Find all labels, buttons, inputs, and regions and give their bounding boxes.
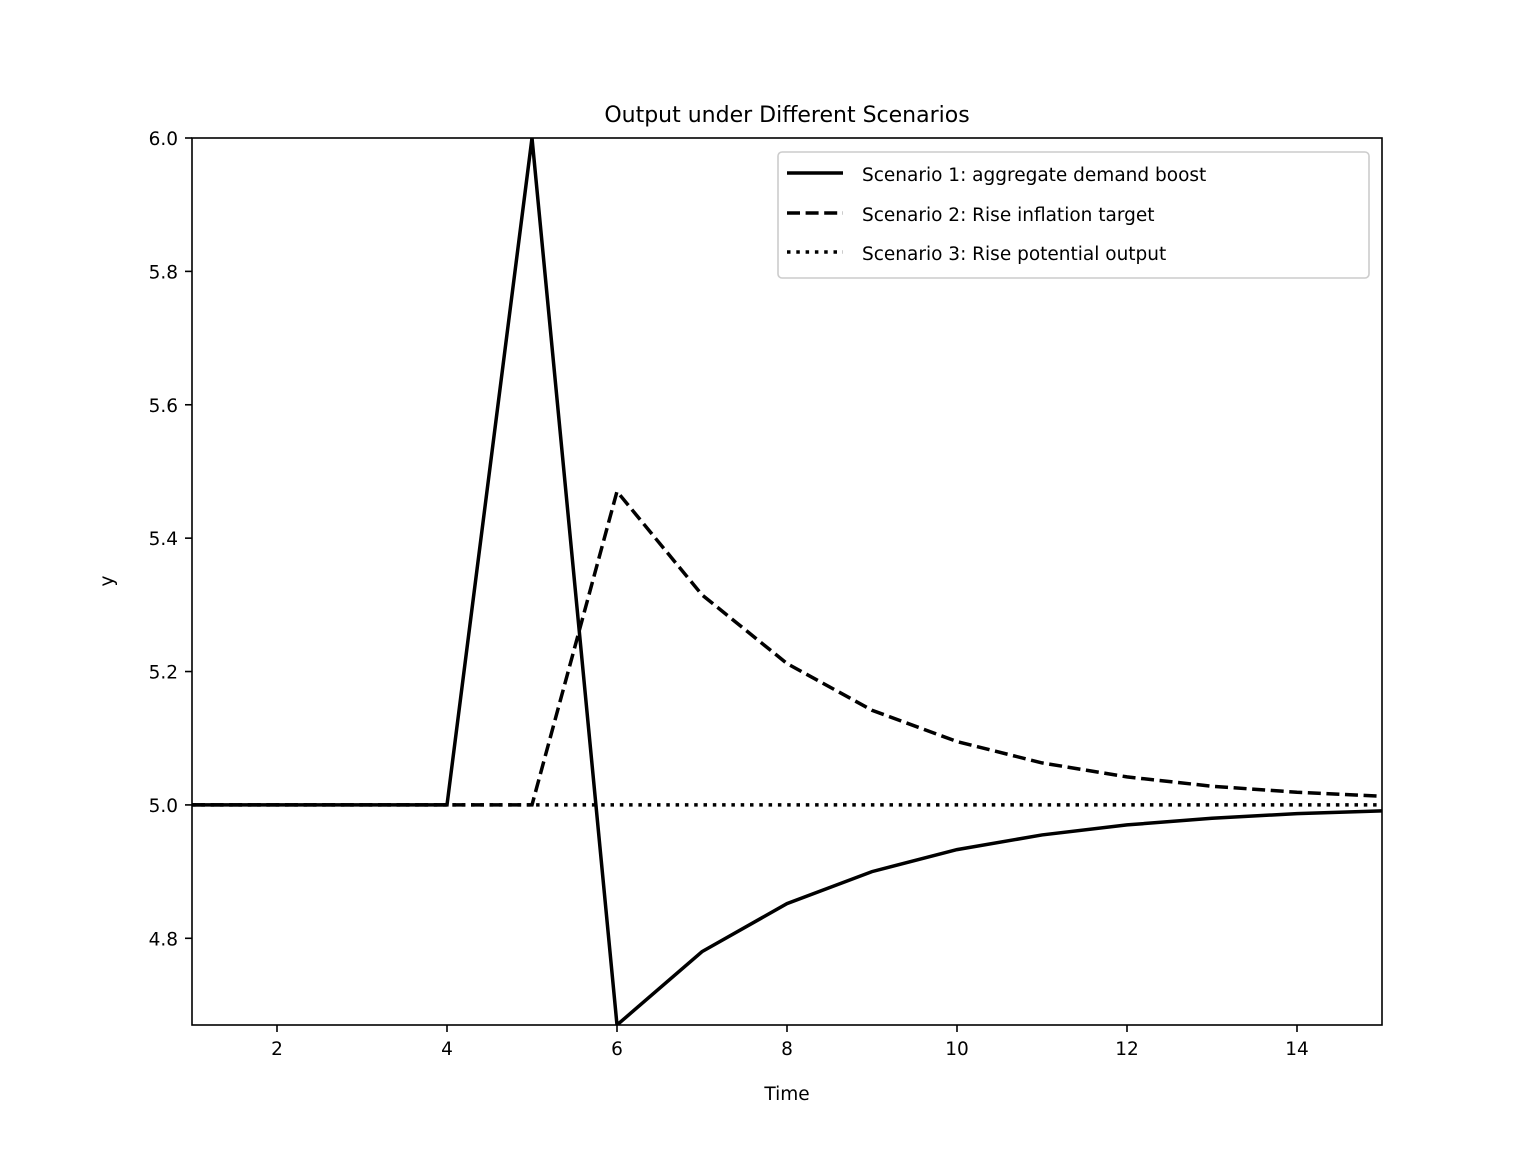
y-tick-label: 5.6 [149,396,178,417]
chart-title: Output under Different Scenarios [604,103,969,128]
x-tick-label: 6 [611,1039,623,1060]
y-tick-label: 5.0 [149,796,178,817]
legend-box [777,151,1370,279]
x-axis: 2 4 6 8 10 12 14 [271,1025,1309,1060]
y-tick-label: 4.8 [149,929,178,950]
legend: Scenario 1: aggregate demand boost Scena… [777,151,1370,279]
y-axis: 4.8 5.0 5.2 5.4 5.6 5.8 6.0 [149,129,192,950]
series-layer [192,138,1382,1025]
y-tick-label: 5.4 [149,529,178,550]
x-tick-label: 8 [781,1039,793,1060]
x-tick-label: 14 [1285,1039,1309,1060]
legend-label-scenario-3: Scenario 3: Rise potential output [862,244,1166,265]
legend-label-scenario-2: Scenario 2: Rise inflation target [862,205,1155,226]
y-tick-label: 5.2 [149,663,178,684]
x-tick-label: 4 [441,1039,453,1060]
y-tick-label: 6.0 [149,129,178,150]
y-tick-label: 5.8 [149,262,178,283]
x-tick-label: 2 [271,1039,283,1060]
x-tick-label: 10 [945,1039,969,1060]
y-axis-label: y [97,575,118,586]
x-axis-label: Time [763,1084,809,1105]
legend-label-scenario-1: Scenario 1: aggregate demand boost [862,165,1206,186]
x-tick-label: 12 [1115,1039,1139,1060]
